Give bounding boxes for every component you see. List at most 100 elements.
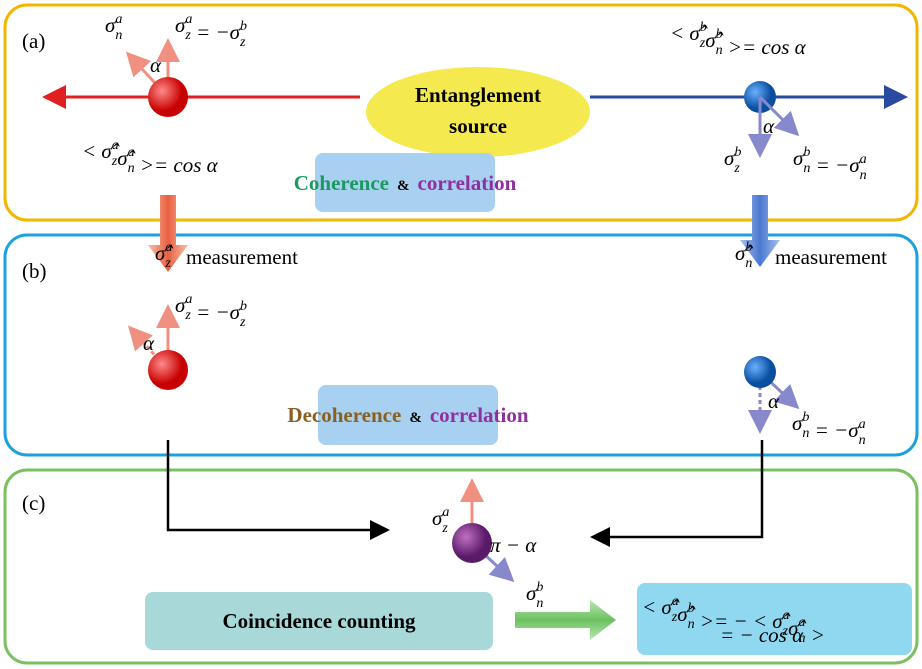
symbol: σ <box>849 153 861 177</box>
formula-text: = − cos α <box>720 623 804 647</box>
formula-text: π − α <box>490 533 537 557</box>
panel-c <box>3 468 919 665</box>
formula-text: = − <box>191 20 230 44</box>
box-result <box>637 583 912 655</box>
formula: σ̂a z <box>155 240 173 271</box>
word: correlation <box>430 403 529 427</box>
formula: σa z <box>432 505 449 536</box>
formula: < σ̂a zσ̂b n >= − < σ̂a zσ̂a n > <box>642 594 825 647</box>
panel-b <box>3 233 919 457</box>
sup: a <box>115 12 122 27</box>
box-text: Coherence & correlation <box>294 171 517 195</box>
formula: < σ̂a zσ̂a n >= cos α <box>82 138 219 177</box>
sup: b <box>688 601 695 616</box>
formula: σb n = −σa n <box>793 145 867 183</box>
panel-label: (c) <box>22 491 45 515</box>
sup: a <box>672 594 679 609</box>
formula-text: α <box>763 114 775 138</box>
symbol: σ <box>105 13 117 37</box>
arrow <box>148 195 188 272</box>
sup: a <box>859 417 866 432</box>
symbol: σ <box>230 300 242 324</box>
sub: z <box>239 35 246 50</box>
sub: n <box>688 617 695 632</box>
formula-text: = − <box>809 418 848 442</box>
formula: α <box>763 114 775 138</box>
formula-text: = − <box>191 300 230 324</box>
particle-a <box>148 350 188 390</box>
sup: a <box>860 152 867 167</box>
formula: σb n <box>526 580 543 611</box>
formula: σb z <box>724 145 741 176</box>
sup: b <box>716 27 723 42</box>
sup: a <box>185 12 192 27</box>
panel-label: (b) <box>22 259 47 283</box>
formula-text: α <box>143 331 155 355</box>
sup: a <box>442 505 449 520</box>
sub: z <box>441 521 448 536</box>
formula-text: > <box>805 623 824 647</box>
sub: z <box>733 161 740 176</box>
sub: n <box>115 28 122 43</box>
box-decoherence <box>318 385 498 445</box>
panel-a <box>3 3 919 222</box>
label: measurement <box>186 245 298 269</box>
sup: b <box>745 240 752 255</box>
sub: z <box>184 308 191 323</box>
source-text: Entanglement <box>415 83 541 107</box>
formula-text: < <box>82 139 101 163</box>
sup: b <box>536 580 543 595</box>
particle-c <box>452 523 492 563</box>
sub: n <box>859 433 866 448</box>
arrow <box>515 600 616 640</box>
symbol: σ <box>848 418 860 442</box>
sup: b <box>700 20 707 35</box>
symbol: σ <box>792 411 804 435</box>
symbol: σ <box>175 293 187 317</box>
sup: b <box>240 19 247 34</box>
sub: n <box>798 631 805 646</box>
formula: = − cos α <box>720 623 804 647</box>
sub: z <box>239 315 246 330</box>
amp: & <box>409 410 422 426</box>
word: Decoherence <box>287 403 401 427</box>
sup: a <box>185 292 192 307</box>
sub: n <box>128 161 135 176</box>
sup: b <box>734 145 741 160</box>
formula-text: >= cos α <box>135 153 219 177</box>
formula: α <box>150 53 162 77</box>
sup: a <box>783 608 790 623</box>
symbol: σ <box>175 13 187 37</box>
formula: σa z = −σb z <box>175 292 247 330</box>
sup: a <box>112 138 119 153</box>
sub: z <box>111 154 118 169</box>
formula-text: < <box>642 595 661 619</box>
box-coherence <box>315 153 495 212</box>
particle-a <box>148 77 188 117</box>
sub: n <box>803 161 810 176</box>
source-text: source <box>449 114 507 138</box>
particle-b <box>744 356 776 388</box>
sup: b <box>240 299 247 314</box>
sub: z <box>671 610 678 625</box>
formula: < σ̂b zσ̂b n >= cos α <box>670 20 807 59</box>
sup: a <box>165 240 172 255</box>
sub: z <box>782 624 789 639</box>
formula: α <box>143 331 155 355</box>
sub: z <box>184 28 191 43</box>
formula: σa n <box>105 12 122 43</box>
box-text: Decoherence & correlation <box>287 403 528 427</box>
symbol: σ <box>793 146 805 170</box>
arrow <box>758 95 800 137</box>
formula-text: >= − < <box>695 609 773 633</box>
formula-text: = − <box>810 153 849 177</box>
symbol: σ <box>724 146 736 170</box>
formula-text: α <box>150 53 162 77</box>
sup: b <box>802 410 809 425</box>
symbol: σ <box>230 20 242 44</box>
formula: σ̂b n <box>735 240 753 271</box>
sub: n <box>860 168 867 183</box>
panel-label: (a) <box>22 29 45 53</box>
sub: n <box>802 426 809 441</box>
formula: σb n = −σa n <box>792 410 866 448</box>
